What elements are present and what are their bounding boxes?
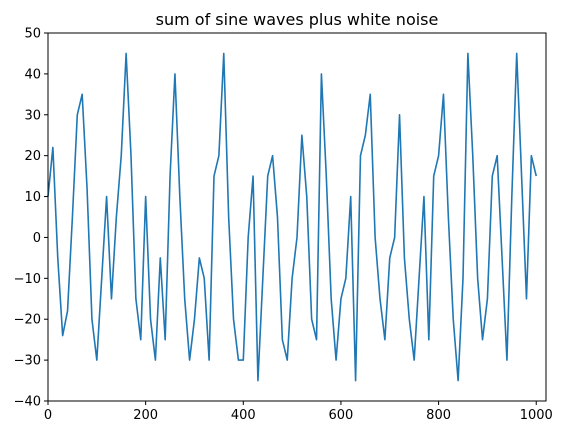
x-axis: 0 200 400 600 800 1000	[44, 401, 553, 423]
y-tick-label: 0	[33, 231, 41, 246]
y-tick-label: 10	[24, 190, 41, 205]
series-layer	[47, 52, 538, 382]
x-tick-label: 1000	[520, 408, 553, 423]
y-tick-label: 30	[24, 108, 41, 123]
y-tick-label: 50	[24, 27, 41, 42]
x-tick-label: 0	[44, 408, 52, 423]
plot-frame	[47, 32, 547, 402]
x-tick-label: 800	[426, 408, 451, 423]
y-tick-label: 40	[24, 67, 41, 82]
y-tick-label: −30	[14, 354, 41, 369]
y-tick-label: −40	[14, 395, 41, 410]
y-tick-label: −10	[14, 272, 41, 287]
series-line-0	[47, 52, 538, 382]
y-tick-label: −20	[14, 313, 41, 328]
x-tick-label: 400	[231, 408, 256, 423]
y-tick-label: 20	[24, 149, 41, 164]
x-tick-label: 200	[133, 408, 158, 423]
chart-title: sum of sine waves plus white noise	[156, 10, 439, 29]
x-tick-label: 600	[329, 408, 354, 423]
y-axis: −40 −30 −20 −10 0 10 20 30 40 50	[14, 27, 48, 410]
